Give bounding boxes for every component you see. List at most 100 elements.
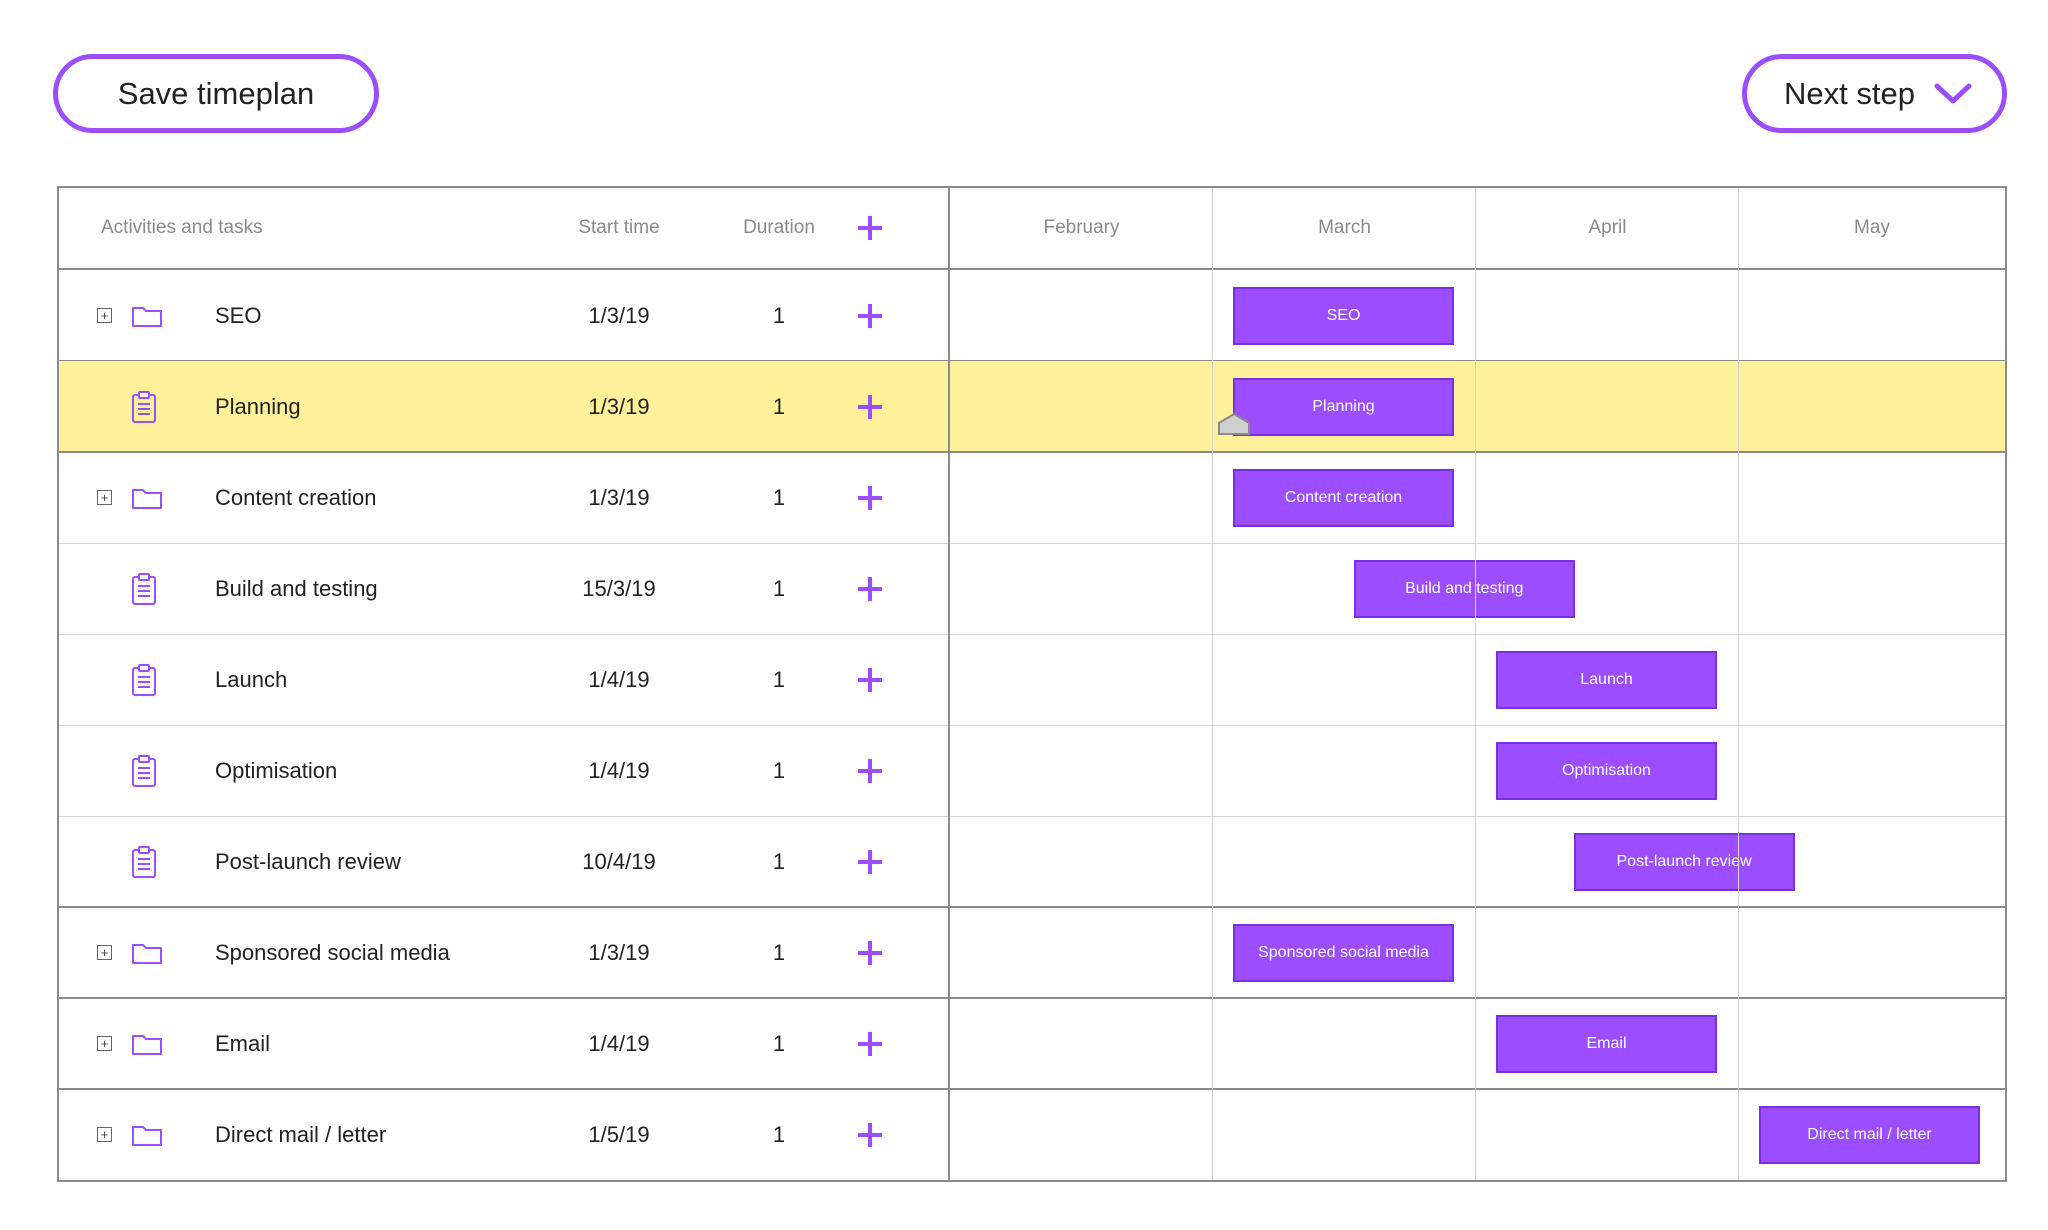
expand-toggle-icon[interactable]: + — [97, 1036, 112, 1051]
month-header-may: May — [1854, 217, 1890, 238]
row-divider — [59, 997, 2005, 999]
task-duration[interactable]: 1 — [772, 302, 786, 328]
row-divider — [59, 634, 2005, 635]
task-start-time[interactable]: 1/3/19 — [588, 939, 650, 965]
save-timeplan-button[interactable]: Save timeplan — [53, 54, 379, 133]
table-row[interactable]: Build and testing 15/3/19 1 Build and testi… — [59, 543, 2005, 634]
table-row[interactable]: Launch 1/4/19 1 Launch — [59, 634, 2005, 725]
gantt-bar[interactable]: Launch — [1496, 650, 1717, 709]
task-duration[interactable]: 1 — [772, 848, 786, 874]
table-row[interactable]: + SEO 1/3/19 1 SEO — [59, 270, 2005, 361]
task-start-time[interactable]: 1/5/19 — [588, 1121, 650, 1147]
header-divider — [59, 268, 2005, 270]
task-name[interactable]: Sponsored social media — [215, 939, 450, 965]
task-name[interactable]: Optimisation — [215, 757, 338, 783]
table-row[interactable]: Post-launch review 10/4/19 1 Post-launch re… — [59, 816, 2005, 907]
folder-icon — [131, 304, 163, 333]
row-divider — [59, 725, 2005, 726]
add-subtask-icon[interactable] — [856, 848, 884, 876]
task-start-time[interactable]: 1/4/19 — [588, 757, 650, 783]
folder-icon — [131, 486, 163, 515]
gantt-bar[interactable]: SEO — [1233, 286, 1454, 345]
row-divider — [59, 451, 2005, 453]
task-name[interactable]: Build and testing — [215, 575, 378, 601]
add-subtask-icon[interactable] — [856, 939, 884, 967]
gantt-bar[interactable]: Sponsored social media — [1233, 923, 1454, 982]
gantt-bar[interactable]: Planning — [1233, 377, 1454, 436]
add-subtask-icon[interactable] — [856, 1121, 884, 1149]
folder-icon — [131, 941, 163, 970]
header-duration: Duration — [743, 217, 815, 238]
task-duration[interactable]: 1 — [772, 666, 786, 692]
task-start-time[interactable]: 10/4/19 — [582, 848, 656, 874]
task-name[interactable]: Email — [215, 1030, 271, 1056]
expand-toggle-icon[interactable]: + — [97, 945, 112, 960]
folder-icon — [131, 1032, 163, 1061]
task-name[interactable]: SEO — [215, 302, 262, 328]
table-row[interactable]: + Email 1/4/19 1 Email — [59, 998, 2005, 1089]
gantt-bar[interactable]: Optimisation — [1496, 741, 1717, 800]
row-divider — [59, 906, 2005, 908]
gantt-bar[interactable]: Direct mail / letter — [1759, 1105, 1980, 1164]
save-timeplan-label: Save timeplan — [117, 75, 315, 111]
task-duration[interactable]: 1 — [772, 1121, 786, 1147]
expand-toggle-icon[interactable]: + — [97, 490, 112, 505]
table-row[interactable]: + Sponsored social media 1/3/19 1 Sponsored … — [59, 907, 2005, 998]
expand-toggle-icon[interactable]: + — [97, 308, 112, 323]
task-duration[interactable]: 1 — [772, 484, 786, 510]
next-step-label: Next step — [1784, 75, 1915, 111]
expand-toggle-icon[interactable]: + — [97, 1127, 112, 1142]
task-start-time[interactable]: 1/4/19 — [588, 1030, 650, 1056]
add-activity-icon[interactable] — [856, 214, 884, 242]
add-subtask-icon[interactable] — [856, 484, 884, 512]
folder-icon — [131, 1123, 163, 1152]
row-divider — [59, 816, 2005, 817]
header-activities: Activities and tasks — [101, 217, 263, 238]
add-subtask-icon[interactable] — [856, 1030, 884, 1058]
month-divider — [1475, 188, 1476, 1180]
task-duration[interactable]: 1 — [772, 393, 786, 419]
add-subtask-icon[interactable] — [856, 393, 884, 421]
task-start-time[interactable]: 1/4/19 — [588, 666, 650, 692]
add-subtask-icon[interactable] — [856, 575, 884, 603]
clipboard-icon — [131, 390, 157, 429]
table-row[interactable]: Planning 1/3/19 1 Planning — [59, 361, 2005, 452]
table-row[interactable]: Optimisation 1/4/19 1 Optimisation — [59, 725, 2005, 816]
task-name[interactable]: Post-launch review — [215, 848, 401, 874]
add-subtask-icon[interactable] — [856, 302, 884, 330]
month-header-march: March — [1318, 217, 1371, 238]
table-row[interactable]: + Direct mail / letter 1/5/19 1 Direct mail … — [59, 1089, 2005, 1180]
gantt-bar[interactable]: Post-launch review — [1573, 832, 1795, 891]
task-duration[interactable]: 1 — [772, 757, 786, 783]
gantt-bar[interactable]: Build and testing — [1353, 559, 1575, 618]
month-divider — [1212, 188, 1213, 1180]
add-subtask-icon[interactable] — [856, 757, 884, 785]
task-name[interactable]: Content creation — [215, 484, 377, 510]
month-header-april: April — [1588, 217, 1627, 238]
task-name[interactable]: Launch — [215, 666, 288, 692]
gantt-bar[interactable]: Email — [1496, 1014, 1717, 1073]
clipboard-icon — [131, 572, 157, 611]
clipboard-icon — [131, 663, 157, 702]
header-start-time: Start time — [578, 217, 660, 238]
task-start-time[interactable]: 1/3/19 — [588, 393, 650, 419]
month-divider — [1738, 188, 1739, 1180]
task-start-time[interactable]: 1/3/19 — [588, 484, 650, 510]
clipboard-icon — [131, 754, 157, 793]
table-row[interactable]: + Content creation 1/3/19 1 Content creation — [59, 452, 2005, 543]
task-duration[interactable]: 1 — [772, 1030, 786, 1056]
table-divider — [948, 188, 950, 1180]
task-name[interactable]: Planning — [215, 393, 301, 419]
task-duration[interactable]: 1 — [772, 575, 786, 601]
task-duration[interactable]: 1 — [772, 939, 786, 965]
task-name[interactable]: Direct mail / letter — [215, 1121, 387, 1147]
next-step-button[interactable]: Next step — [1742, 54, 2007, 133]
add-subtask-icon[interactable] — [856, 666, 884, 694]
task-start-time[interactable]: 15/3/19 — [582, 575, 656, 601]
gantt-bar[interactable]: Content creation — [1233, 468, 1454, 527]
task-start-time[interactable]: 1/3/19 — [588, 302, 650, 328]
clipboard-icon — [131, 845, 157, 884]
month-header-february: February — [1043, 217, 1120, 238]
timeplan-table: Activities and tasks Start time Duration… — [57, 186, 2007, 1182]
resize-handle-icon[interactable] — [1217, 412, 1251, 436]
